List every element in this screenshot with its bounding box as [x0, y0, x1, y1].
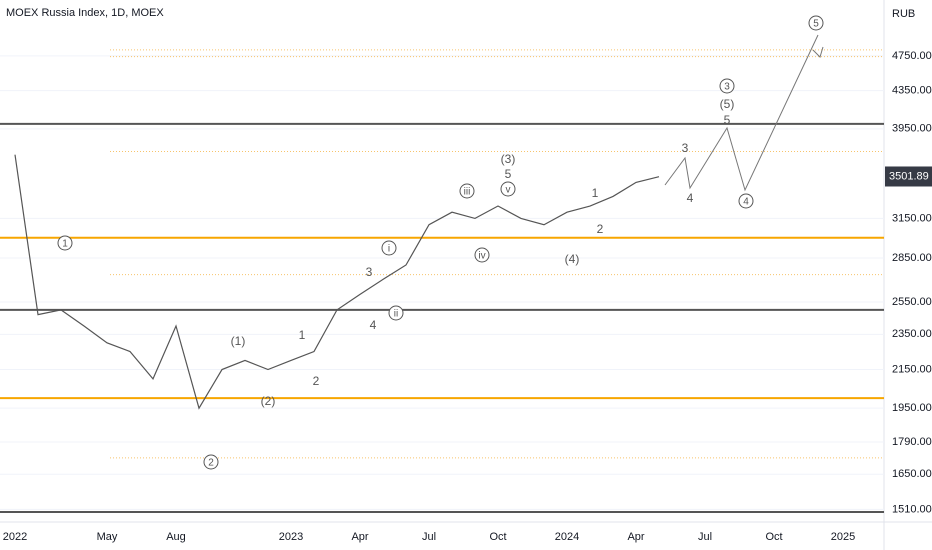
- wave-circle: [738, 193, 754, 209]
- wave-label: v: [506, 185, 511, 196]
- y-tick-label: 2350.00: [892, 328, 932, 340]
- wave-label: (4): [565, 252, 580, 266]
- x-tick-label: Jul: [422, 531, 436, 543]
- x-tick-label: 2023: [279, 531, 303, 543]
- x-tick-label: Oct: [765, 531, 782, 543]
- y-tick-label: 1510.00: [892, 503, 932, 515]
- wave-circle: [719, 78, 735, 94]
- wave-label: 4: [687, 191, 694, 205]
- wave-label: (3): [501, 152, 516, 166]
- wave-label: 3: [682, 141, 689, 155]
- wave-label: 5: [724, 113, 731, 127]
- wave-circle: [474, 247, 490, 263]
- wave-label: iii: [464, 187, 471, 198]
- currency-label: RUB: [892, 8, 915, 20]
- wave-label: 2: [313, 374, 320, 388]
- price-tag: [885, 166, 932, 187]
- plot: [14, 154, 660, 410]
- x-tick-label: Apr: [351, 531, 368, 543]
- y-tick-label: 2550.00: [892, 296, 932, 308]
- wave-label: 1: [592, 186, 599, 200]
- y-tick-label: 1650.00: [892, 468, 932, 480]
- wave-label: 1: [299, 328, 306, 342]
- wave-label: 4: [370, 318, 377, 332]
- wave-label: 5: [505, 167, 512, 181]
- wave-label: 4: [743, 197, 749, 208]
- x-tick-label: 2024: [555, 531, 579, 543]
- wave-label: (5): [720, 97, 735, 111]
- x-tick-label: 2025: [831, 531, 855, 543]
- y-tick-label: 4750.00: [892, 50, 932, 62]
- y-tick-label: 2150.00: [892, 363, 932, 375]
- wave-label: (2): [261, 394, 276, 408]
- wave-circle: [57, 235, 73, 251]
- wave-label: i: [388, 244, 390, 255]
- wave-label: 3: [724, 82, 730, 93]
- axes: 4750.00 4350.00 3950.00 3150.00 2850.00 2550.…: [3, 50, 932, 543]
- x-tick-label: 2022: [3, 531, 27, 543]
- wave-circle: [388, 305, 404, 321]
- wave-circle: [203, 454, 219, 470]
- wave-label: 5: [813, 19, 819, 30]
- x-tick-label: May: [97, 531, 118, 543]
- levels: [0, 49, 884, 514]
- chart-title: MOEX Russia Index, 1D, MOEX: [6, 7, 164, 19]
- wave-label: 2: [597, 222, 604, 236]
- wave-label: 2: [208, 458, 214, 469]
- y-tick-label: 2850.00: [892, 252, 932, 264]
- y-tick-label: 1790.00: [892, 436, 932, 448]
- wave-circle: [808, 15, 824, 31]
- wave-circle: [459, 183, 475, 199]
- projection-arrow: [812, 46, 824, 58]
- wave-label: 1: [62, 239, 68, 250]
- wave-label: ii: [394, 309, 398, 320]
- x-tick-label: Aug: [166, 531, 186, 543]
- price-tag-label: 3501.89: [889, 170, 929, 182]
- wave-label: 3: [366, 265, 373, 279]
- y-tick-label: 3150.00: [892, 212, 932, 224]
- y-tick-label: 3950.00: [892, 123, 932, 135]
- x-tick-label: Oct: [489, 531, 506, 543]
- wave-label: (1): [231, 334, 246, 348]
- x-tick-label: Apr: [627, 531, 644, 543]
- y-tick-label: 4350.00: [892, 85, 932, 97]
- projection-path: [664, 34, 819, 192]
- x-tick-label: Jul: [698, 531, 712, 543]
- wave-label: iv: [478, 251, 485, 262]
- y-tick-label: 1950.00: [892, 402, 932, 414]
- wave-circle: [500, 181, 516, 197]
- wave-circle: [381, 240, 397, 256]
- grid: [0, 55, 884, 510]
- price-line: [14, 154, 660, 410]
